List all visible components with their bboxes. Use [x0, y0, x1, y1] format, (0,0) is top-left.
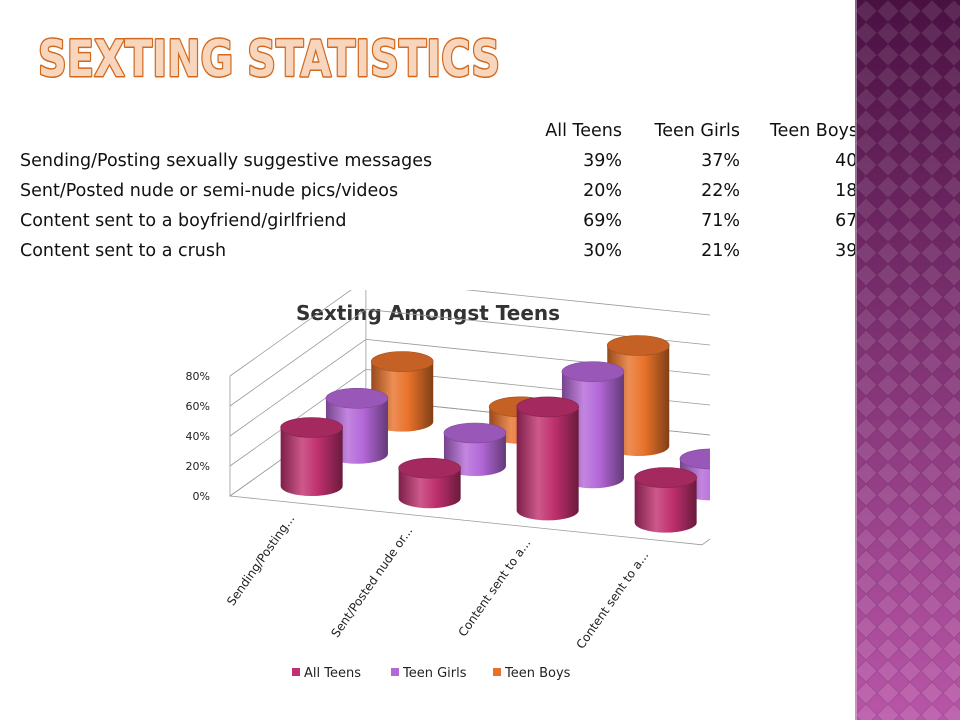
bar-all-teens [280, 417, 343, 496]
row-value-teen-boys: 39% [835, 241, 874, 261]
table-row: Sent/Posted nude or semi-nude pics/video… [20, 176, 874, 206]
row-value-all-teens: 39% [583, 151, 622, 171]
y-tick-label: 80% [186, 370, 210, 383]
legend-item: Teen Boys [493, 666, 571, 681]
row-value-all-teens: 30% [583, 241, 622, 261]
row-value-all-teens: 69% [583, 211, 622, 231]
row-value-teen-boys: 18% [835, 181, 874, 201]
decorative-diamond-band [855, 0, 960, 720]
header-teen-girls: Teen Girls [654, 121, 740, 141]
chart-title: Sexting Amongst Teens [296, 301, 560, 325]
table-corner-cell [20, 116, 504, 146]
table-header-row: All Teens Teen Girls Teen Boys [20, 116, 874, 146]
y-tick-label: 20% [186, 460, 210, 473]
legend-label: Teen Girls [402, 666, 467, 681]
sexting-chart: Sexting Amongst Teens 0% 20% 40% 60% 80% Sendi… [186, 290, 710, 681]
y-tick-label: 60% [186, 400, 210, 413]
header-teen-boys: Teen Boys [769, 121, 858, 141]
legend-item: All Teens [292, 666, 361, 681]
row-value-teen-boys: 67% [835, 211, 874, 231]
x-tick-label: Sent/Posted nude or... [328, 524, 415, 640]
slide-title-text: Sexting Statistics [38, 30, 500, 88]
row-label: Content sent to a boyfriend/girlfriend [20, 211, 347, 231]
x-tick-label: Content sent to a... [455, 536, 533, 639]
row-value-teen-girls: 22% [701, 181, 740, 201]
stats-table: All Teens Teen Girls Teen Boys Sending/P… [20, 116, 874, 266]
row-value-teen-girls: 21% [701, 241, 740, 261]
legend-item: Teen Girls [391, 666, 467, 681]
row-label: Sent/Posted nude or semi-nude pics/video… [20, 181, 399, 201]
row-label: Content sent to a crush [20, 241, 227, 261]
y-tick-label: 0% [193, 490, 210, 503]
row-value-all-teens: 20% [583, 181, 622, 201]
chart-legend: All Teens Teen Girls Teen Boys [292, 666, 571, 681]
row-label: Sending/Posting sexually suggestive mess… [20, 151, 433, 171]
header-all-teens: All Teens [545, 121, 622, 141]
chart-bars [280, 335, 710, 533]
y-tick-label: 40% [186, 430, 210, 443]
row-value-teen-girls: 71% [701, 211, 740, 231]
legend-label: All Teens [304, 666, 361, 681]
slide-title: Sexting Statistics [38, 29, 502, 89]
x-tick-label: Content sent to a... [573, 548, 651, 651]
bar-all-teens [516, 396, 579, 521]
bar-all-teens [634, 467, 697, 533]
table-row: Sending/Posting sexually suggestive mess… [20, 146, 874, 176]
legend-label: Teen Boys [504, 666, 571, 681]
row-value-teen-boys: 40% [835, 151, 874, 171]
row-value-teen-girls: 37% [701, 151, 740, 171]
table-row: Content sent to a crush 30% 21% 39% [20, 236, 874, 266]
table-row: Content sent to a boyfriend/girlfriend 6… [20, 206, 874, 236]
bar-all-teens [398, 457, 461, 509]
x-tick-label: Sending/Posting... [224, 512, 297, 608]
